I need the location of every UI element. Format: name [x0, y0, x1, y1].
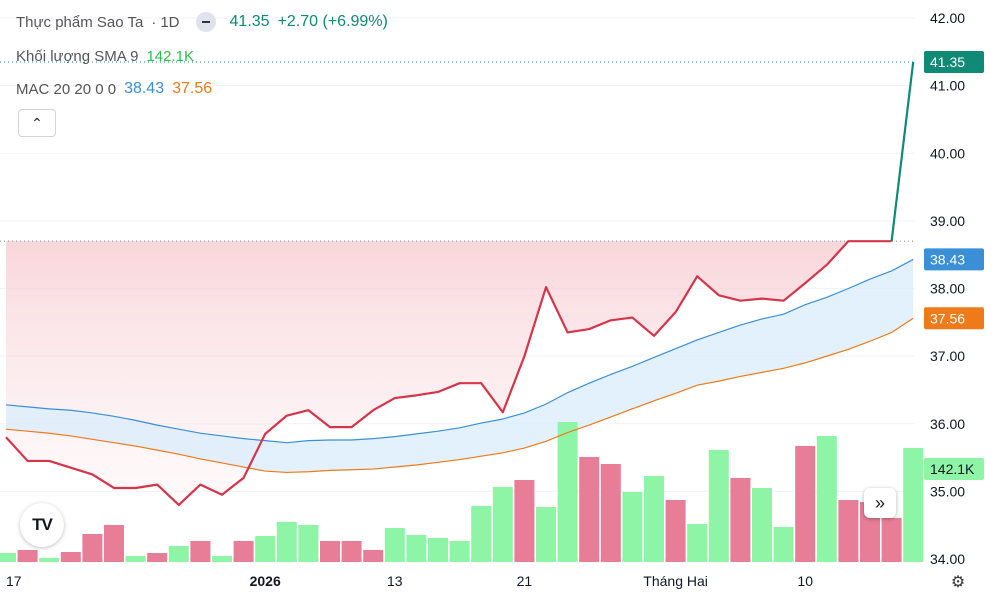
- volume-bar: [255, 536, 276, 562]
- mac-lower-value: 37.56: [172, 80, 213, 97]
- last-price: 41.35: [229, 13, 270, 30]
- interval-separator: ·: [151, 13, 157, 31]
- legend-mac-row[interactable]: MAC 20 20 0 0 38.43 37.56: [16, 80, 212, 98]
- x-tick-label: 13: [387, 573, 403, 589]
- volume-bar: [449, 541, 470, 562]
- market-status-icon[interactable]: [195, 12, 216, 32]
- volume-bar: [687, 524, 708, 562]
- y-tick-label: 41.00: [930, 78, 965, 94]
- chevron-up-icon: ⌃: [31, 114, 43, 131]
- y-tick-label: 40.00: [930, 145, 965, 161]
- volume-bar: [428, 538, 448, 562]
- volume-bar: [0, 553, 16, 562]
- price-tag-bg: [924, 248, 984, 271]
- mac-lower-line: [5, 317, 914, 474]
- x-tick-label: 21: [517, 573, 533, 589]
- volume-bar: [622, 492, 643, 562]
- volume-bar: [39, 558, 60, 562]
- price-area-fill: [6, 241, 914, 505]
- chart-lines: [5, 61, 915, 506]
- y-tick-label: 42.00: [930, 10, 965, 26]
- price-axis-labels: 41.35 38.43 37.56 142.1K: [924, 50, 984, 480]
- y-tick-label: 38.00: [930, 281, 965, 297]
- mac-upper-line: [5, 258, 914, 444]
- y-tick-label: 36.00: [930, 416, 965, 432]
- chart-fills: [0, 61, 915, 505]
- volume-bar: [816, 436, 837, 562]
- price-tag-bg: [924, 307, 984, 330]
- price-tag-label: 41.35: [930, 54, 965, 70]
- volume-bar: [514, 480, 535, 562]
- interval[interactable]: 1D: [160, 13, 180, 31]
- mac-indicator-label: MAC 20 20 0 0: [16, 80, 117, 98]
- price-tag-label: 142.1K: [930, 461, 975, 477]
- y-tick-label: 34.00: [930, 551, 965, 567]
- mac-band-fill: [6, 259, 914, 473]
- volume-bar: [406, 535, 427, 562]
- time-axis: 17 2026 13 21 Tháng Hai 10: [6, 573, 813, 589]
- price-axis: 42.00 41.00 40.00 39.00 38.00 37.00 36.00 35.00…: [930, 10, 965, 567]
- volume-bar: [125, 556, 146, 562]
- volume-bar: [644, 476, 664, 562]
- volume-bar: [579, 457, 600, 562]
- volume-bar: [190, 541, 211, 562]
- price-line-last-segment: [890, 61, 915, 242]
- mac-upper-value: 38.43: [124, 80, 165, 97]
- price-change: +2.70 (+6.99%): [277, 13, 388, 30]
- x-tick-label: 10: [797, 573, 813, 589]
- volume-bar: [752, 488, 772, 562]
- volume-bar: [168, 546, 189, 562]
- symbol-name[interactable]: Thực phẩm Sao Ta: [16, 13, 144, 31]
- volume-bar: [104, 525, 124, 562]
- volume-bar: [492, 487, 513, 562]
- volume-bar: [82, 534, 103, 562]
- tradingview-logo-icon[interactable]: TV: [20, 503, 64, 547]
- volume-bars: [0, 422, 924, 562]
- price-tag-label: 38.43: [930, 251, 965, 267]
- price-tag-bg: [924, 458, 984, 480]
- volume-indicator-value: 142.1K: [146, 48, 194, 65]
- volume-bar: [320, 541, 340, 562]
- double-chevron-right-icon: »: [874, 492, 885, 513]
- volume-bar: [730, 478, 751, 562]
- volume-bar: [363, 550, 384, 562]
- volume-bar: [708, 450, 729, 562]
- price-tag-label: 37.56: [930, 310, 965, 326]
- volume-bar: [17, 550, 38, 562]
- volume-bar: [233, 541, 254, 562]
- volume-bar: [276, 522, 297, 562]
- legend-volume-row[interactable]: Khối lượng SMA 9 142.1K: [16, 48, 194, 65]
- volume-indicator-label: Khối lượng SMA 9: [16, 48, 139, 65]
- y-tick-label: 35.00: [930, 483, 965, 499]
- volume-bar: [795, 446, 816, 562]
- volume-bar: [881, 518, 902, 562]
- volume-bar: [838, 500, 859, 562]
- volume-bar: [536, 507, 556, 562]
- volume-bar: [384, 528, 405, 562]
- x-tick-label: 17: [6, 573, 22, 589]
- volume-bar: [298, 525, 319, 562]
- volume-bar: [903, 448, 924, 562]
- volume-bar: [212, 556, 232, 562]
- volume-bar: [665, 500, 686, 562]
- volume-bar: [147, 553, 168, 562]
- price-tag-bg: [924, 50, 984, 73]
- x-tick-label: 2026: [250, 573, 281, 589]
- gear-icon[interactable]: ⚙: [950, 574, 966, 591]
- x-tick-label: Tháng Hai: [643, 573, 708, 589]
- scroll-to-realtime-button[interactable]: »: [864, 488, 896, 518]
- legend-symbol-row: Thực phẩm Sao Ta · 1D 41.35 +2.70 (+6.99…: [16, 12, 388, 32]
- volume-bar: [557, 422, 578, 562]
- y-tick-label: 39.00: [930, 213, 965, 229]
- volume-bar: [773, 527, 794, 562]
- volume-bar: [341, 541, 362, 562]
- volume-bar: [60, 552, 81, 562]
- volume-bar: [600, 464, 621, 562]
- price-line: [5, 240, 892, 506]
- volume-bar: [471, 506, 492, 562]
- collapse-legend-button[interactable]: ⌃: [18, 109, 56, 137]
- y-tick-label: 37.00: [930, 348, 965, 364]
